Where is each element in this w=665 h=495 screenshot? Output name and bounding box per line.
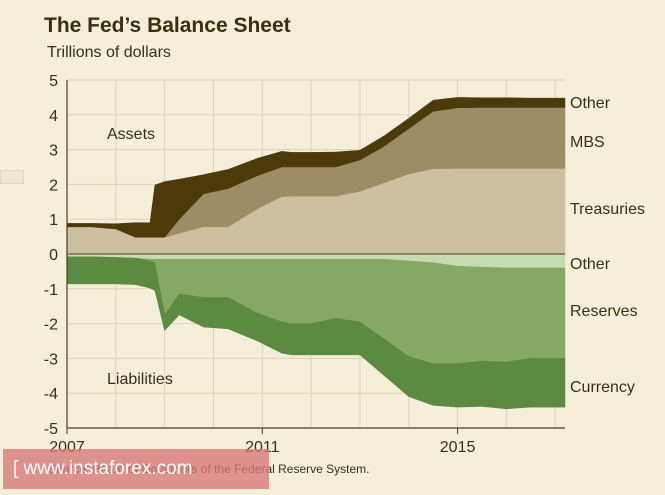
- y-tick-label: -4: [44, 386, 58, 403]
- series-label: Other: [570, 256, 611, 273]
- y-tick-label: -3: [44, 351, 58, 368]
- liability-currency-area: [66, 256, 566, 410]
- asset-other-area: [66, 97, 566, 238]
- series-label: MBS: [570, 134, 605, 151]
- series-label: Reserves: [570, 303, 638, 320]
- y-tick-label: -1: [44, 282, 58, 299]
- y-tick-label: 2: [49, 177, 58, 194]
- y-tick-label: 5: [49, 73, 58, 90]
- chart-title: The Fed’s Balance Sheet: [44, 14, 291, 37]
- watermark-banner: [ www.instaforex.com: [3, 449, 269, 489]
- x-tick-label: 2015: [440, 439, 476, 456]
- y-tick-label: -2: [44, 317, 58, 334]
- y-tick-label: 0: [49, 247, 58, 264]
- series-label: Currency: [570, 379, 635, 396]
- series-label: Treasuries: [570, 201, 645, 218]
- chart-subtitle: Trillions of dollars: [47, 44, 171, 61]
- y-tick-label: 1: [49, 212, 58, 229]
- series-label: Other: [570, 95, 611, 112]
- y-tick-label: 4: [49, 108, 58, 125]
- y-tick-label: -5: [44, 421, 58, 438]
- y-tick-label: 3: [49, 143, 58, 160]
- liabilities-label: Liabilities: [107, 371, 173, 388]
- assets-label: Assets: [107, 126, 155, 143]
- edge-tab: [0, 170, 24, 184]
